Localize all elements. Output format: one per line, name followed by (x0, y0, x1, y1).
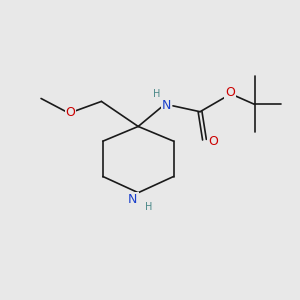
Text: N: N (161, 99, 171, 112)
Text: O: O (225, 86, 235, 99)
Text: O: O (66, 106, 75, 119)
Text: H: H (145, 202, 152, 212)
Text: H: H (153, 89, 160, 99)
Text: O: O (208, 135, 218, 148)
Text: N: N (128, 193, 138, 206)
